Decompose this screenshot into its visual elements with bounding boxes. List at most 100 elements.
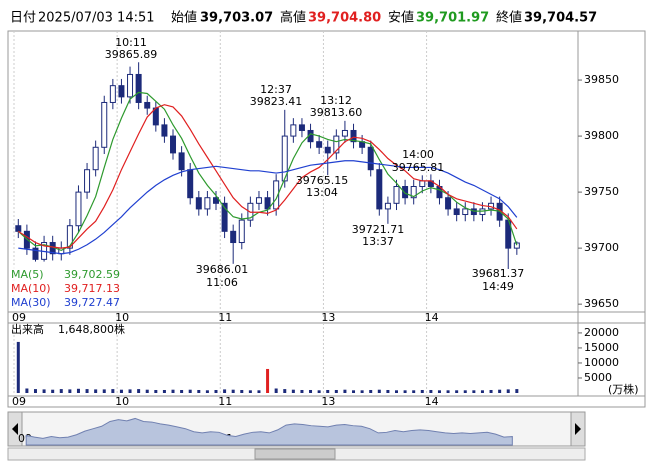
candle-body	[445, 197, 452, 210]
volume-bar	[455, 390, 459, 393]
candle-body	[212, 197, 219, 204]
x-tick-label: 13	[321, 395, 335, 408]
legend-value: 39,717.13	[64, 282, 120, 295]
candle-body	[221, 202, 228, 232]
y-tick-label: 39650	[584, 297, 619, 310]
candle-body	[135, 73, 142, 103]
x-tick-label: 14	[425, 311, 439, 324]
volume-bar	[326, 389, 330, 393]
candle-body	[92, 146, 99, 171]
volume-bar	[377, 389, 381, 393]
volume-bar	[240, 389, 244, 393]
ma-line	[18, 160, 518, 255]
volume-bar	[437, 390, 441, 393]
volume-bar	[51, 389, 55, 393]
candle-body	[384, 202, 391, 210]
x-tick-label: 14	[425, 395, 439, 408]
candle-body	[333, 135, 340, 154]
volume-bar	[162, 389, 166, 393]
volume-bar	[223, 389, 227, 393]
header-label: 日付	[10, 11, 36, 26]
candle-body	[144, 101, 151, 109]
volume-bar	[205, 390, 209, 393]
volume-bar	[119, 389, 123, 393]
volume-bar	[137, 389, 141, 393]
volume-bar	[85, 389, 89, 393]
legend-name: MA(10)	[11, 282, 51, 295]
x-tick-label: 10	[115, 395, 129, 408]
volume-bar	[59, 389, 63, 393]
header-label: 終値	[496, 10, 522, 26]
volume-bar	[231, 389, 235, 393]
scroll-thumb[interactable]	[254, 448, 336, 460]
volume-bar	[257, 390, 261, 393]
candle-body	[127, 73, 134, 98]
annotation-price: 39765.15	[296, 174, 349, 187]
candle-body	[178, 152, 185, 171]
candle-body	[238, 219, 245, 244]
volume-bar	[369, 389, 373, 393]
volume-bar	[300, 389, 304, 393]
candle-body	[393, 186, 400, 204]
volume-bar	[145, 389, 149, 393]
volume-bar	[102, 389, 106, 393]
volume-bar	[154, 389, 158, 393]
candle-body	[290, 124, 297, 137]
ma-line	[17, 91, 518, 252]
volume-bar	[317, 390, 321, 393]
volume-bar	[171, 389, 175, 393]
candle-body	[32, 247, 39, 260]
header-high: 39,704.80	[308, 11, 381, 26]
annotation-time: 13:04	[306, 186, 338, 199]
x-tick-label: 10	[115, 311, 129, 324]
annotation-price: 39686.01	[196, 263, 249, 276]
volume-bar	[489, 389, 493, 393]
annotation-price: 39681.37	[472, 267, 525, 280]
candle-body	[350, 129, 357, 143]
legend-value: 39,727.47	[64, 296, 120, 309]
header-open: 39,703.07	[200, 11, 273, 26]
volume-bar	[76, 388, 80, 393]
volume-bar	[128, 389, 132, 393]
candle-body	[75, 191, 82, 227]
arrow-icon	[12, 423, 18, 435]
volume-bar	[446, 390, 450, 393]
volume-bar	[506, 389, 510, 393]
volume-bar	[94, 389, 98, 393]
annotation-time: 14:00	[402, 148, 434, 161]
volume-bar	[343, 389, 347, 393]
candle-body	[255, 197, 262, 204]
legend-value: 39,702.59	[64, 268, 120, 281]
y-tick-label: 39800	[584, 129, 619, 142]
frame	[7, 30, 646, 408]
volume-bar	[180, 389, 184, 393]
volume-bar	[309, 389, 313, 393]
volume-bar	[412, 390, 416, 393]
volume-bar	[266, 368, 270, 393]
candle-body	[462, 208, 469, 216]
candle-body	[118, 85, 125, 98]
candle-body	[15, 225, 22, 232]
y-tick-label: 20000	[584, 326, 619, 339]
volume-bar	[463, 390, 467, 393]
annotation-time: 13:37	[362, 235, 394, 248]
candle-body	[66, 225, 73, 249]
header-close: 39,704.57	[524, 11, 597, 26]
candle-body	[264, 197, 271, 210]
candle-body	[453, 208, 460, 216]
legend-name: MA(5)	[11, 268, 44, 281]
legend-name: MA(30)	[11, 296, 51, 309]
annotation-price: 39813.60	[310, 106, 363, 119]
volume-bar	[360, 390, 364, 393]
volume-bar	[386, 389, 390, 393]
annotation-price: 39865.89	[105, 48, 158, 61]
volume-total: 1,648,800株	[58, 322, 125, 336]
candle-body	[316, 141, 323, 148]
candle-body	[101, 101, 108, 148]
volume-bar	[42, 389, 46, 393]
arrow-icon	[575, 423, 581, 435]
y-tick-label: 5000	[584, 371, 612, 384]
volume-bar	[472, 390, 476, 393]
candle-body	[376, 169, 383, 210]
volume-bar	[68, 389, 72, 393]
